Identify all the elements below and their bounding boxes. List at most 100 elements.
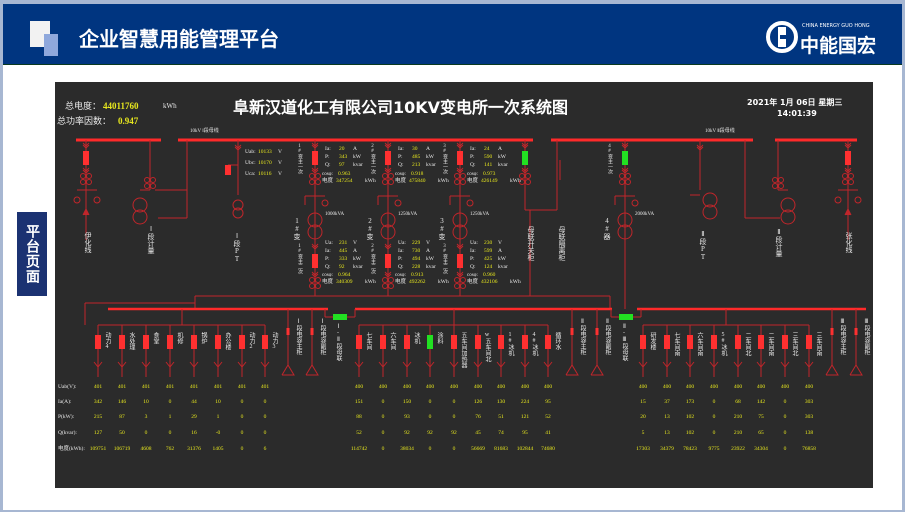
field-label: cosφ:	[322, 172, 333, 177]
field-label: Ua:	[398, 240, 406, 246]
chevron-icon	[521, 167, 529, 172]
secondary-ia-value: 599	[484, 248, 493, 254]
earth-switch-icon	[321, 199, 329, 207]
current-transformer-icon	[454, 283, 460, 289]
table-cell-q: 74	[498, 430, 504, 436]
table-cell-p: 0	[263, 414, 267, 420]
lv-feeder-breaker[interactable]	[782, 335, 788, 349]
lv-feeder-breaker[interactable]	[522, 335, 528, 349]
lv-feeder-breaker[interactable]	[498, 335, 504, 349]
table-cell-energy: 762	[165, 446, 175, 452]
lv-feeder-breaker[interactable]	[664, 335, 670, 349]
chevron-icon	[844, 167, 852, 172]
capacitor-breaker[interactable]	[854, 328, 858, 335]
primary-q-value: 97	[339, 162, 345, 168]
table-cell-energy: 34379	[660, 446, 674, 452]
capacitor-breaker[interactable]	[595, 328, 599, 335]
fuse-icon	[834, 196, 842, 204]
secondary-switch-label: 1#变主二次	[297, 244, 302, 274]
chevron-icon	[234, 144, 242, 149]
cable-end-icon	[780, 361, 790, 368]
lv-bus-coupler-breaker[interactable]	[619, 314, 633, 320]
lv-feeder-label: 锅炉	[200, 332, 206, 344]
current-transformer-icon	[525, 173, 531, 179]
chevron-icon	[82, 167, 90, 172]
lv-feeder-breaker[interactable]	[475, 335, 481, 349]
lv-bus-coupler-breaker[interactable]	[333, 314, 347, 320]
cable-end-icon	[473, 361, 483, 368]
breaker-switch[interactable]	[225, 165, 231, 175]
unit-label: kWh	[365, 279, 376, 285]
lv-feeder-breaker[interactable]	[380, 335, 386, 349]
lv-feeder-breaker[interactable]	[356, 335, 362, 349]
cable-end-icon	[662, 361, 672, 368]
table-cell-uab: 401	[237, 384, 247, 390]
transformer-secondary-breaker[interactable]	[312, 254, 318, 268]
lv-feeder-breaker[interactable]	[711, 335, 717, 349]
table-cell-uab: 401	[260, 384, 270, 390]
cable-end-icon	[165, 361, 175, 368]
app-title: 企业智慧用能管理平台	[79, 27, 279, 51]
table-cell-q: 65	[758, 430, 764, 436]
unit-label: kW	[353, 154, 361, 160]
current-transformer-icon	[309, 283, 315, 289]
chevron-icon	[384, 273, 392, 278]
breaker-switch[interactable]	[845, 151, 851, 165]
transformer-secondary-breaker[interactable]	[457, 254, 463, 268]
table-cell-p: 20	[640, 414, 646, 420]
lv-feeder-breaker[interactable]	[427, 335, 433, 349]
lv-feeder-breaker[interactable]	[215, 335, 221, 349]
chevron-icon	[456, 271, 464, 276]
unit-label: kvar	[426, 264, 436, 270]
bus-coupler-breaker[interactable]	[522, 151, 528, 165]
transformer-primary-breaker[interactable]	[385, 151, 391, 165]
chevron-icon	[384, 144, 392, 149]
chevron-icon	[844, 144, 852, 149]
cable-end-icon	[520, 361, 530, 368]
lv-feeder-breaker[interactable]	[806, 335, 812, 349]
transformer-primary-breaker[interactable]	[457, 151, 463, 165]
lv-feeder-breaker[interactable]	[451, 335, 457, 349]
lv-feeder-breaker[interactable]	[119, 335, 125, 349]
table-cell-uab: 400	[804, 384, 814, 390]
field-label: cosφ:	[322, 273, 333, 278]
lv-feeder-breaker[interactable]	[687, 335, 693, 349]
lv-feeder-breaker[interactable]	[143, 335, 149, 349]
table-cell-energy: 9775	[708, 446, 720, 452]
field-label: 电度	[395, 178, 407, 184]
lv-feeder-breaker[interactable]	[239, 335, 245, 349]
capacitor-breaker[interactable]	[570, 328, 574, 335]
transformer-secondary-breaker[interactable]	[385, 254, 391, 268]
chevron-icon	[521, 169, 529, 174]
lv-feeder-label: 动力2	[248, 332, 254, 350]
lv-feeder-breaker[interactable]	[545, 335, 551, 349]
lv-feeder-breaker[interactable]	[735, 335, 741, 349]
capacitor-breaker[interactable]	[286, 328, 290, 335]
unit-label: A	[353, 248, 357, 254]
lv-feeder-breaker[interactable]	[262, 335, 268, 349]
cable-end-icon	[756, 361, 766, 368]
chevron-icon	[82, 144, 90, 149]
lv-feeder-breaker[interactable]	[191, 335, 197, 349]
transformer-primary-breaker[interactable]	[622, 151, 628, 165]
chevron-icon	[696, 146, 704, 151]
table-cell-uab: 400	[709, 384, 719, 390]
current-transformer-icon	[454, 277, 460, 283]
lv-feeder-label: 5#冰机	[720, 332, 726, 356]
transformer-primary-breaker[interactable]	[312, 151, 318, 165]
capacitor-breaker[interactable]	[830, 328, 834, 335]
pt-voltage-label: Uca:	[245, 171, 256, 177]
current-transformer-icon	[460, 277, 466, 283]
breaker-switch[interactable]	[83, 151, 89, 165]
lv-feeder-breaker[interactable]	[404, 335, 410, 349]
lv-feeder-breaker[interactable]	[95, 335, 101, 349]
lv-feeder-breaker[interactable]	[640, 335, 646, 349]
table-cell-q: 138	[804, 430, 814, 436]
cable-end-icon	[804, 361, 814, 368]
lv-feeder-breaker[interactable]	[758, 335, 764, 349]
transformer-icon	[307, 224, 323, 240]
lv-feeder-breaker[interactable]	[167, 335, 173, 349]
unit-label: V	[498, 240, 502, 246]
capacitor-breaker[interactable]	[310, 328, 314, 335]
table-cell-q: 41	[545, 430, 551, 436]
